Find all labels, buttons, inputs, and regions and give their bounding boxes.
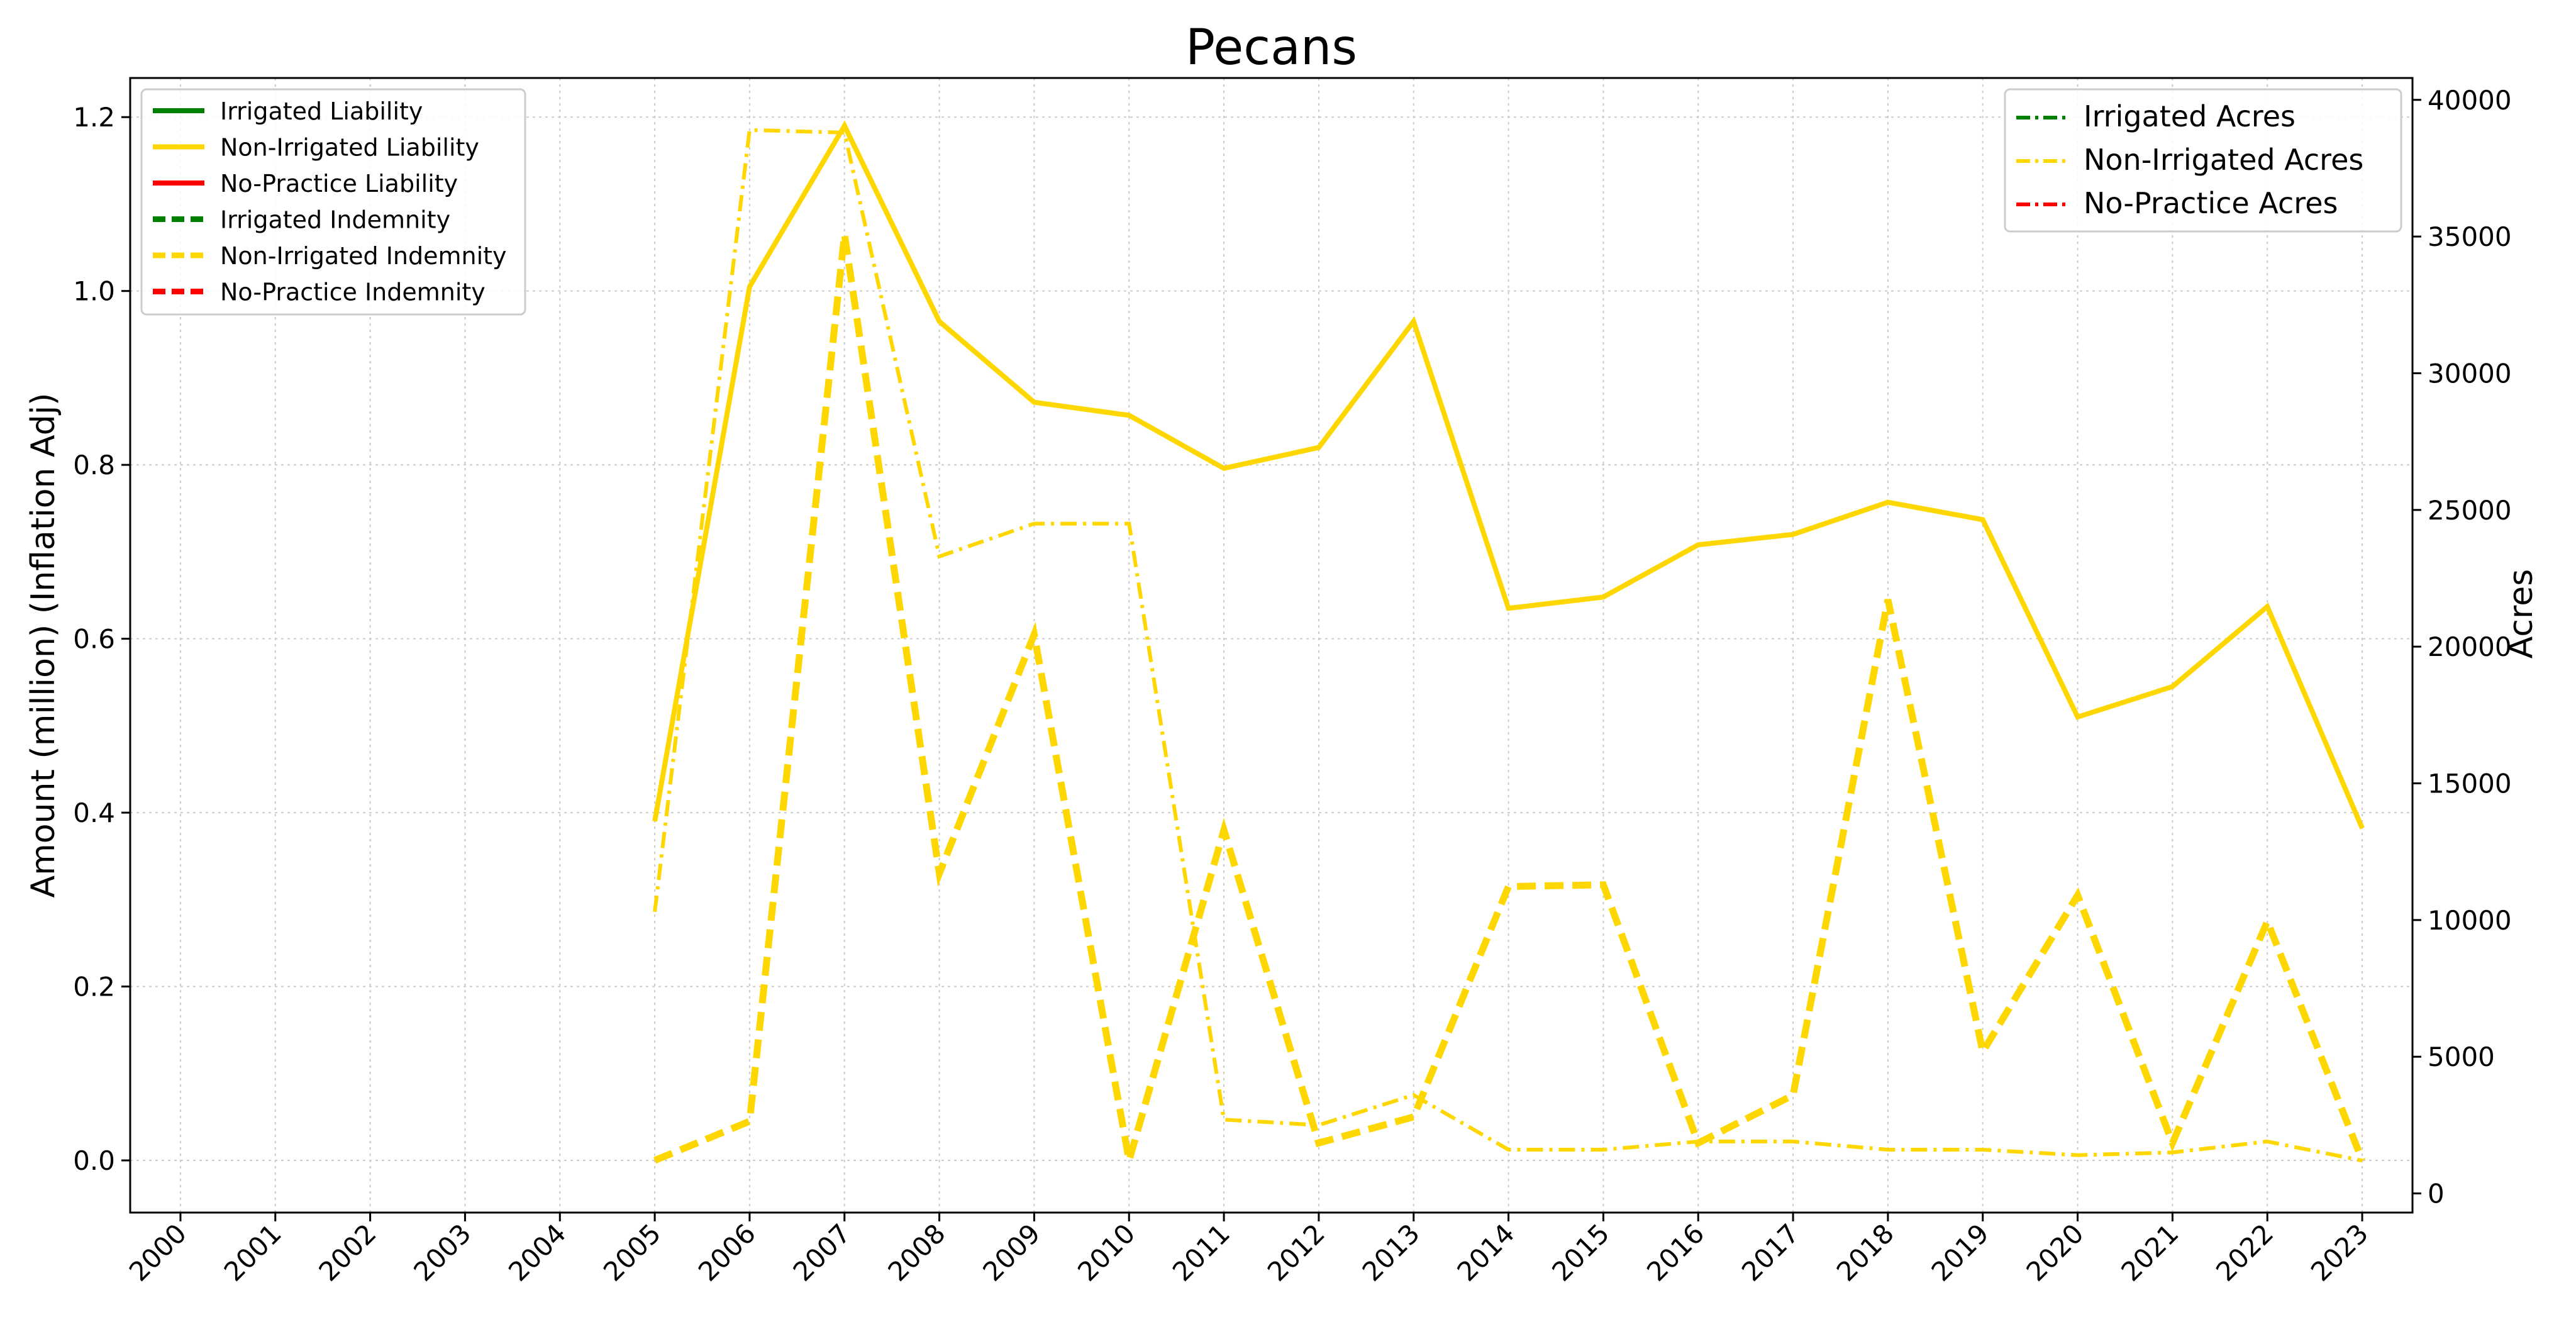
y2-tick-label: 5000 (2428, 1041, 2495, 1072)
legend-box (140, 88, 526, 316)
y2-tick-label: 30000 (2428, 358, 2512, 389)
y-tick-label: 0.6 (73, 624, 115, 655)
y-tick-label: 0.0 (73, 1145, 115, 1176)
y2-tick-label: 10000 (2428, 905, 2512, 936)
y-tick-label: 0.8 (73, 450, 115, 480)
legend-label: No-Practice Acres (2084, 186, 2338, 220)
series-line-non-irrigated-liability (652, 120, 2365, 830)
y-tick-label: 0.2 (73, 972, 115, 1003)
y2-tick-label: 0 (2428, 1179, 2445, 1209)
legend-label: No-Practice Liability (220, 170, 458, 197)
legend-label: Irrigated Liability (220, 97, 423, 125)
y-axis-label: Amount (million) (Inflation Adj) (25, 393, 62, 898)
y-tick-label: 1.2 (73, 102, 115, 133)
legend-label: Non-Irrigated Acres (2084, 143, 2363, 177)
legend-box (2004, 88, 2402, 233)
legend-label: Irrigated Indemnity (220, 206, 450, 234)
series-line-non-irrigated-indemnity (653, 233, 2366, 1164)
series-line-non-irrigated-acres (653, 128, 2363, 1163)
legend-label: Non-Irrigated Indemnity (220, 242, 507, 270)
chart-title: Pecans (1185, 19, 1357, 76)
legend-label: No-Practice Indemnity (220, 279, 486, 306)
legend-right: Irrigated Acres Non-Irrigated Acres No-Pra… (2004, 88, 2402, 233)
y2-tick-label: 15000 (2428, 769, 2512, 799)
legend-left: Irrigated Liability Non-Irrigated Liabili… (140, 88, 526, 316)
y-tick-label: 0.4 (73, 797, 115, 828)
y2-tick-label: 35000 (2428, 221, 2512, 252)
y2-tick-label: 40000 (2428, 85, 2512, 116)
y2-axis-label: Acres (2502, 569, 2540, 659)
y2-tick-label: 25000 (2428, 495, 2512, 526)
legend-label: Irrigated Acres (2084, 99, 2296, 133)
y-tick-label: 1.0 (73, 276, 115, 307)
plot-frame (129, 77, 2414, 1214)
series-layer (652, 120, 2366, 1164)
legend-label: Non-Irrigated Liability (220, 134, 479, 162)
y2-tick-label: 20000 (2428, 631, 2512, 662)
